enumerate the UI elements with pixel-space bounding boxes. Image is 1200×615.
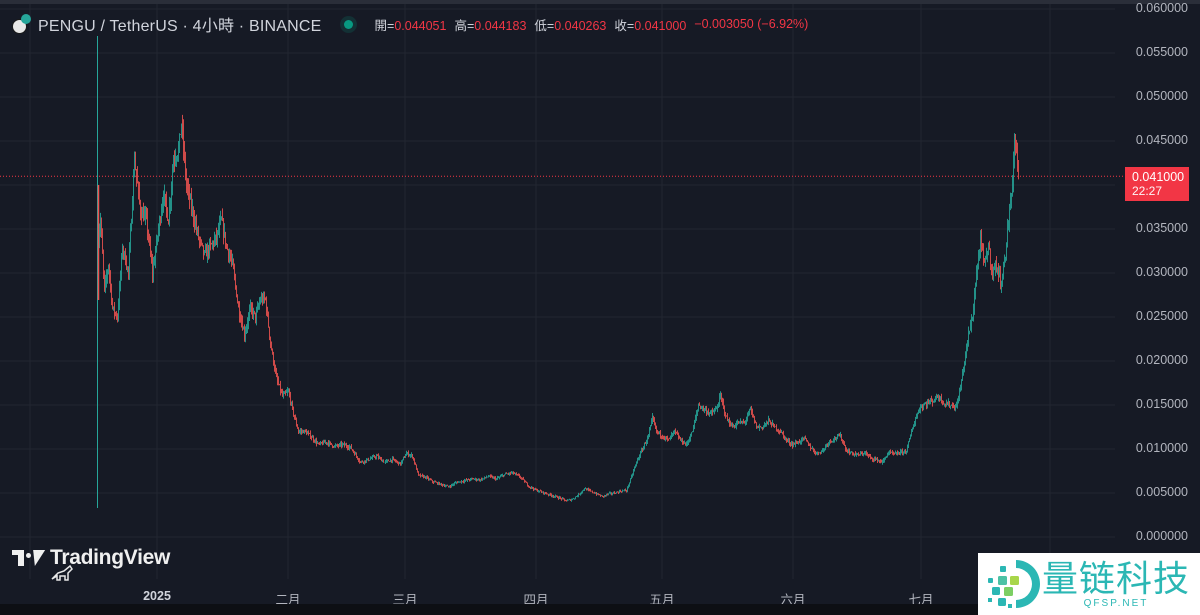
- last-price-value: 0.041000: [1132, 170, 1185, 184]
- watermark-en-text: QFSP.NET: [1083, 597, 1149, 609]
- tradingview-logo[interactable]: TradingView: [12, 546, 170, 570]
- ohlc-values: 開=0.044051 高=0.044183 低=0.040263 收=0.041…: [375, 15, 809, 34]
- low-value: 低=0.040263: [534, 18, 607, 33]
- last-price-label: 0.041000 22:27: [1125, 167, 1189, 201]
- time-axis-label: 四月: [523, 593, 549, 607]
- time-axis-label: 2025: [143, 589, 171, 603]
- price-axis-label: 0.025000: [1135, 309, 1188, 323]
- price-axis-label: 0.005000: [1135, 485, 1188, 499]
- symbol-legend: PENGU / TetherUS · 4小時 · BINANCE 開=0.044…: [10, 12, 808, 36]
- watermark-cn-text: 量链科技: [1042, 558, 1191, 600]
- symbol-title[interactable]: PENGU / TetherUS · 4小時 · BINANCE: [38, 18, 322, 35]
- price-axis-label: 0.030000: [1135, 265, 1188, 279]
- close-value: 收=0.041000: [614, 18, 687, 33]
- price-axis-label: 0.035000: [1135, 221, 1188, 235]
- price-axis-label: 0.010000: [1135, 441, 1188, 455]
- time-axis-label: 七月: [908, 593, 934, 607]
- chart-pane[interactable]: [0, 4, 1200, 604]
- time-axis-label: 三月: [392, 593, 418, 607]
- high-value: 高=0.044183: [454, 18, 527, 33]
- watermark-logo: 量链科技 QFSP.NET: [978, 553, 1200, 615]
- price-axis-label: 0.015000: [1135, 397, 1188, 411]
- time-axis-label: 二月: [275, 593, 301, 607]
- pengu-coin-icon[interactable]: [10, 13, 32, 35]
- price-axis-label: 0.045000: [1135, 133, 1188, 147]
- price-axis-label: 0.050000: [1135, 89, 1188, 103]
- price-axis-label: 0.020000: [1135, 353, 1188, 367]
- candlestick-chart[interactable]: [0, 4, 1200, 604]
- tradingview-mark-icon: [12, 549, 46, 567]
- price-axis-label: 0.055000: [1135, 45, 1188, 59]
- top-border: [0, 0, 1200, 4]
- qfsp-logo-icon: [988, 560, 1040, 608]
- time-axis-label: 五月: [649, 593, 675, 607]
- price-axis-label: 0.060000: [1135, 1, 1188, 15]
- time-axis-label: 六月: [780, 593, 806, 607]
- price-axis-label: 0.000000: [1135, 529, 1188, 543]
- change-value: −0.003050 (−6.92%): [694, 17, 809, 31]
- bar-countdown: 22:27: [1132, 184, 1163, 198]
- open-value: 開=0.044051: [374, 18, 447, 33]
- market-status-icon[interactable]: [343, 19, 353, 29]
- bottom-border: [0, 604, 1200, 615]
- tradingview-logo-text: TradingView: [50, 546, 171, 569]
- dino-cursor-icon: [51, 564, 73, 581]
